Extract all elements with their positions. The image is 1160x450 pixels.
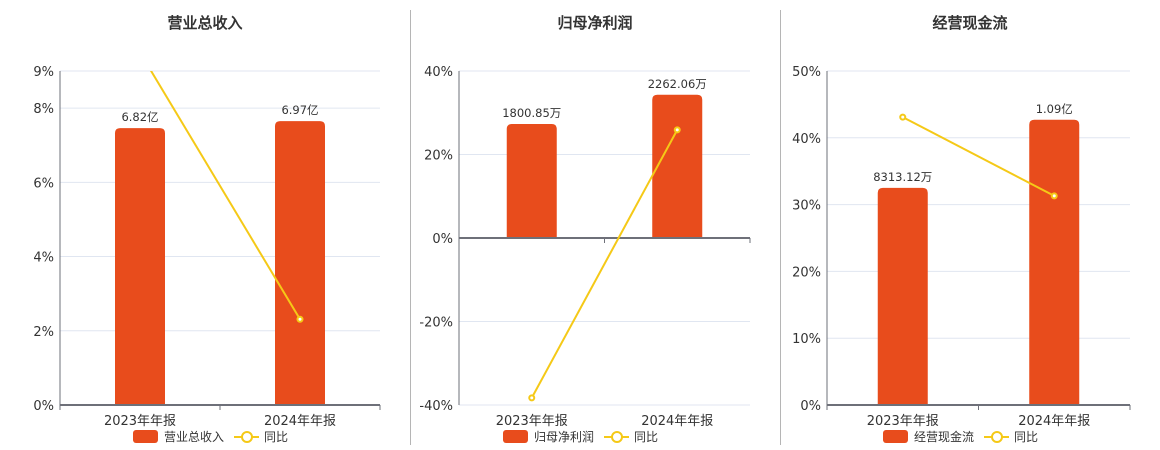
- line-legend-marker-icon: [604, 430, 630, 443]
- bar-legend-swatch: [133, 429, 158, 443]
- y-tick-label: 2%: [33, 325, 54, 340]
- chart-title: 归母净利润: [557, 14, 633, 32]
- bar-value-label: 2262.06万: [648, 77, 707, 91]
- y-tick-label: 0%: [800, 399, 821, 414]
- y-tick-label: 0%: [432, 232, 453, 247]
- bar-value-label: 8313.12万: [873, 170, 932, 184]
- chart-title: 经营现金流: [932, 14, 1008, 32]
- line-legend-marker-icon: [234, 430, 260, 443]
- yoy-point-marker[interactable]: [528, 394, 536, 402]
- y-tick-label: 20%: [792, 265, 821, 280]
- yoy-point-marker[interactable]: [1050, 192, 1058, 200]
- x-category-label: 2024年年报: [1018, 414, 1090, 429]
- bar-legend-swatch: [503, 429, 528, 443]
- bar[interactable]: [506, 124, 557, 238]
- y-tick-label: 30%: [792, 199, 821, 214]
- line-legend-marker-icon: [984, 430, 1010, 443]
- x-category-label: 2023年年报: [496, 414, 568, 429]
- y-tick-label: 50%: [792, 65, 821, 80]
- chart-legend[interactable]: 营业总收入 同比: [133, 428, 288, 444]
- line-legend-label: 同比: [634, 429, 659, 444]
- yoy-point-marker[interactable]: [296, 315, 304, 323]
- y-tick-label: 0%: [33, 399, 54, 414]
- y-tick-label: -20%: [419, 316, 453, 331]
- y-tick-label: 40%: [424, 65, 453, 80]
- y-tick-label: 10%: [792, 332, 821, 347]
- bar-value-label: 6.97亿: [281, 103, 318, 117]
- bar[interactable]: [652, 94, 703, 238]
- line-legend-label: 同比: [1014, 429, 1039, 444]
- chart-legend[interactable]: 经营现金流 同比: [883, 428, 1038, 444]
- yoy-line: [902, 116, 1055, 197]
- y-tick-label: -40%: [419, 399, 453, 414]
- bar-value-label: 1800.85万: [502, 106, 561, 120]
- chart-panel-revenue: 营业总收入 营业总收入 同比: [0, 0, 410, 450]
- chart-title: 营业总收入: [167, 14, 243, 32]
- bar-value-label: 1.09亿: [1036, 102, 1073, 116]
- bar-legend-label: 营业总收入: [164, 429, 225, 444]
- bar-legend-label: 归母净利润: [534, 429, 595, 444]
- yoy-line: [149, 71, 301, 320]
- chart-legend[interactable]: 归母净利润 同比: [503, 428, 658, 444]
- y-tick-label: 40%: [792, 132, 821, 147]
- yoy-line: [530, 129, 679, 399]
- x-category-label: 2024年年报: [641, 414, 713, 429]
- bar[interactable]: [115, 128, 165, 405]
- yoy-point-marker[interactable]: [673, 126, 681, 134]
- y-tick-label: 6%: [33, 176, 54, 191]
- y-tick-label: 20%: [424, 149, 453, 164]
- bar-legend-swatch: [883, 429, 908, 443]
- bar[interactable]: [877, 187, 928, 405]
- x-category-label: 2023年年报: [867, 414, 939, 429]
- yoy-point-marker[interactable]: [899, 113, 907, 121]
- y-tick-label: 8%: [33, 102, 54, 117]
- y-tick-label: 9%: [33, 65, 54, 80]
- line-legend-label: 同比: [264, 429, 289, 444]
- panel-divider-2: [780, 10, 781, 445]
- bar[interactable]: [1029, 119, 1080, 405]
- x-category-label: 2023年年报: [104, 414, 176, 429]
- bar-value-label: 6.82亿: [121, 110, 158, 124]
- y-tick-label: 4%: [33, 251, 54, 266]
- bar-legend-label: 经营现金流: [914, 429, 975, 444]
- panel-divider-1: [410, 10, 411, 445]
- bar[interactable]: [275, 121, 325, 405]
- x-category-label: 2024年年报: [264, 414, 336, 429]
